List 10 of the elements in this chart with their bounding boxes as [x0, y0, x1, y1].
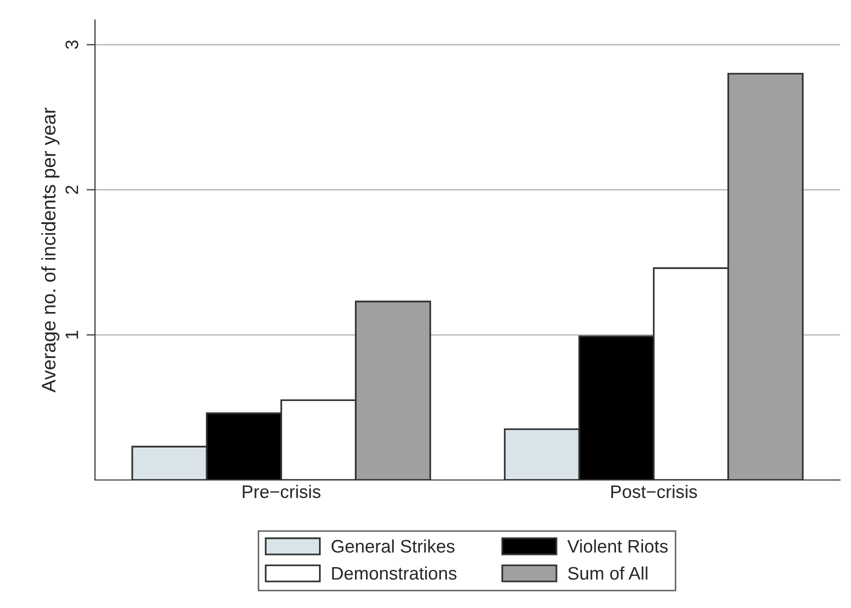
- x-tick-label: Post−crisis: [611, 484, 697, 498]
- x-tick-label: Pre−crisis: [242, 484, 320, 498]
- y-axis-title: Average no. of incidents per year: [41, 108, 60, 392]
- legend-label: Sum of All: [568, 566, 648, 580]
- y-tick-label: 1: [66, 330, 78, 339]
- y-tick-label: 2: [65, 186, 78, 194]
- legend-label: Violent Riots: [567, 539, 668, 553]
- legend-label: General Strikes: [332, 539, 454, 553]
- legend-label: Demonstrations: [332, 566, 456, 580]
- y-tick-label: 3: [65, 40, 78, 49]
